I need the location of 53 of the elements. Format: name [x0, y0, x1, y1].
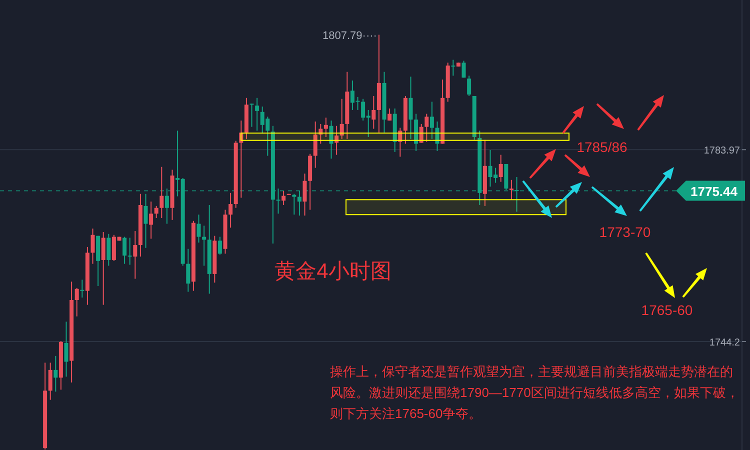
- candlestick: [398, 127, 402, 158]
- candlestick: [388, 108, 392, 122]
- candlestick: [101, 231, 106, 306]
- candlestick: [509, 179, 514, 200]
- candlestick: [90, 228, 95, 264]
- candlestick: [74, 287, 79, 317]
- candlestick: [160, 166, 164, 219]
- candlestick: [498, 154, 503, 182]
- candlestick: [64, 321, 68, 378]
- candlestick: [54, 355, 58, 392]
- annotation: 1785/86: [576, 139, 628, 155]
- candlestick: [48, 362, 52, 400]
- candlestick: [218, 236, 222, 256]
- annotation: 操作上，保守者还是暂作观望为宜，主要规避目前美指极端走势潜在的风险。激进则还是围绕1790—1770区间进行短线低多高空，如果下破，则下方关注1765-60争夺。: [330, 363, 740, 423]
- candlestick: [435, 121, 440, 152]
- candlestick: [106, 233, 111, 266]
- candlestick: [313, 121, 318, 168]
- candlestick: [154, 205, 158, 219]
- candlestick: [133, 230, 138, 280]
- candlestick: [408, 76, 413, 140]
- annotation: 1807.79····: [322, 30, 377, 42]
- candlestick: [334, 125, 339, 156]
- candlestick: [196, 214, 201, 244]
- candlestick: [430, 101, 434, 140]
- candlestick: [302, 173, 307, 216]
- candlestick: [372, 95, 376, 130]
- candlestick: [451, 59, 456, 76]
- candlestick: [122, 236, 127, 264]
- candlestick: [424, 113, 429, 142]
- y-tick-label: 1744.2: [709, 337, 740, 348]
- candlestick: [340, 98, 344, 140]
- candlestick: [149, 201, 154, 240]
- candlestick: [292, 193, 296, 216]
- text: 黄金4小时图: [274, 260, 392, 283]
- annotation: 1773-70: [599, 224, 651, 240]
- candlestick: [318, 123, 323, 144]
- candlestick: [255, 97, 260, 132]
- annotation: 1765-60: [641, 302, 693, 318]
- candlestick: [282, 190, 286, 206]
- ref-line-label: 1775.44: [690, 184, 738, 199]
- candlestick: [419, 123, 424, 144]
- y-tick-label: 1783.97: [704, 146, 740, 157]
- candlestick: [186, 248, 190, 292]
- candlestick: [329, 120, 334, 160]
- candlestick: [128, 237, 132, 266]
- candlestick: [324, 117, 328, 138]
- candlestick: [462, 60, 466, 78]
- candlestick: [80, 279, 84, 298]
- candlestick: [467, 75, 472, 96]
- candlestick: [144, 193, 148, 248]
- candlestick: [250, 103, 254, 128]
- candlestick: [228, 192, 233, 228]
- candlestick: [239, 120, 244, 198]
